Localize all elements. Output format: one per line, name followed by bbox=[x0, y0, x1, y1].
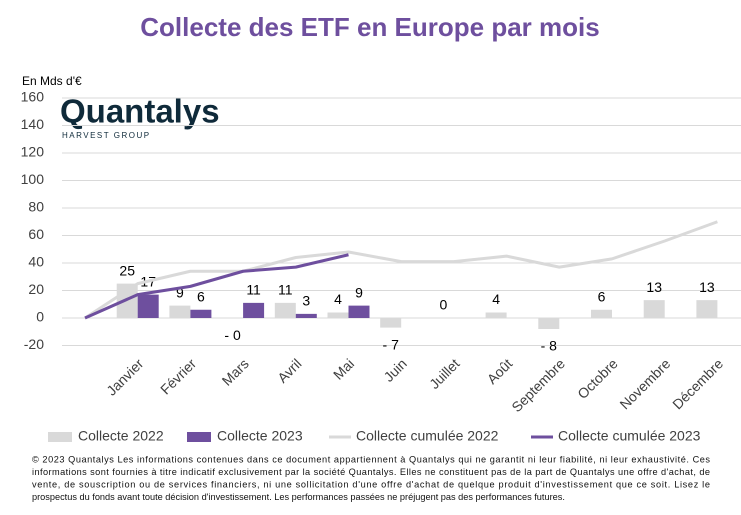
x-tick-label: Juin bbox=[380, 355, 409, 384]
y-tick-label: 80 bbox=[28, 199, 44, 215]
footer-text: vente, de souscription ou de services fi… bbox=[32, 479, 710, 489]
legend-label: Collecte cumulée 2022 bbox=[356, 428, 499, 444]
y-tick-label: 140 bbox=[21, 116, 45, 132]
y-tick-label: 100 bbox=[21, 171, 45, 187]
footer-text: © 2023 Quantalys Les informations conten… bbox=[32, 454, 710, 464]
bar bbox=[643, 300, 665, 318]
x-tick-label: Juillet bbox=[426, 355, 463, 392]
bar bbox=[190, 309, 212, 318]
line bbox=[84, 253, 349, 320]
x-tick-label: Mars bbox=[219, 355, 252, 388]
data-label: 13 bbox=[699, 279, 715, 295]
data-label: - 8 bbox=[541, 338, 558, 354]
bar bbox=[295, 313, 317, 318]
x-tick-label: Octobre bbox=[574, 355, 621, 402]
y-tick-label: -20 bbox=[24, 336, 44, 352]
legend-label: Collecte 2023 bbox=[217, 428, 303, 444]
bar bbox=[538, 318, 560, 329]
data-label: 4 bbox=[492, 291, 500, 307]
bar bbox=[274, 302, 296, 318]
y-tick-label: 20 bbox=[28, 281, 44, 297]
data-label: 3 bbox=[302, 293, 310, 309]
data-label: 4 bbox=[334, 291, 342, 307]
bar bbox=[137, 294, 159, 318]
data-label: 11 bbox=[278, 282, 293, 298]
legend-label: Collecte 2022 bbox=[78, 428, 164, 444]
data-label: 6 bbox=[197, 288, 205, 304]
data-label: 6 bbox=[598, 288, 606, 304]
legend-swatch bbox=[187, 432, 211, 442]
bar bbox=[380, 318, 402, 328]
data-label: 13 bbox=[646, 279, 662, 295]
y-tick-label: 160 bbox=[21, 89, 45, 105]
y-tick-label: 120 bbox=[21, 144, 45, 160]
data-label: 9 bbox=[176, 284, 184, 300]
y-tick-label: 0 bbox=[36, 309, 44, 325]
data-label: 0 bbox=[440, 297, 448, 313]
data-label: 9 bbox=[355, 284, 363, 300]
x-tick-label: Février bbox=[157, 355, 199, 397]
bar bbox=[327, 312, 349, 318]
x-tick-label: Août bbox=[484, 355, 516, 387]
bar bbox=[591, 309, 612, 318]
bar bbox=[243, 302, 265, 318]
x-tick-label: Septembre bbox=[508, 355, 568, 415]
footer-text: prospectus du fonds avant toute décision… bbox=[32, 492, 565, 502]
data-label: - 7 bbox=[383, 336, 400, 352]
data-label: - 0 bbox=[224, 327, 241, 343]
footer-text: informations sont fournies à titre indic… bbox=[32, 467, 710, 477]
bar bbox=[348, 305, 370, 318]
logo: Quantalys bbox=[60, 93, 220, 130]
y-axis-label: En Mds d'€ bbox=[22, 74, 82, 88]
bar bbox=[169, 305, 191, 318]
line bbox=[84, 220, 718, 320]
y-tick-label: 40 bbox=[28, 254, 44, 270]
logo-tagline: HARVEST GROUP bbox=[62, 131, 151, 140]
data-label: 11 bbox=[246, 282, 261, 298]
x-tick-label: Avril bbox=[274, 355, 304, 385]
x-tick-label: Novembre bbox=[616, 355, 673, 412]
bar bbox=[696, 300, 718, 318]
data-label: 25 bbox=[119, 262, 135, 278]
bar bbox=[485, 312, 507, 318]
legend-label: Collecte cumulée 2023 bbox=[558, 428, 701, 444]
y-tick-label: 60 bbox=[28, 226, 44, 242]
chart-title: Collecte des ETF en Europe par mois bbox=[140, 12, 599, 42]
x-tick-label: Janvier bbox=[103, 355, 146, 398]
x-tick-label: Mai bbox=[330, 355, 357, 382]
x-tick-label: Décembre bbox=[669, 355, 726, 412]
legend-swatch bbox=[48, 432, 72, 442]
